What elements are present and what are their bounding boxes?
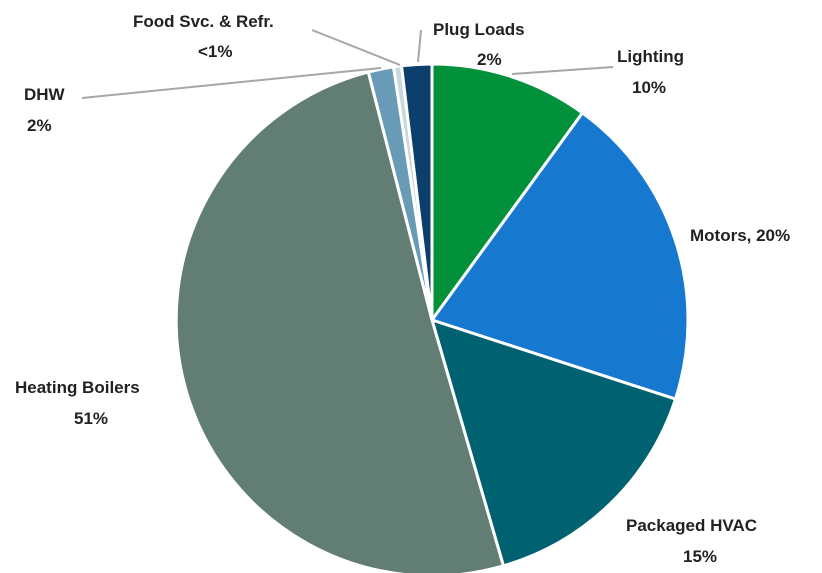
slice-motors (429, 110, 690, 402)
pie-slices (174, 62, 690, 573)
label-packaged-hvac: Packaged HVAC (626, 516, 757, 535)
label-dhw: DHW (24, 85, 66, 104)
value-label-food-svc-refr: <1% (198, 42, 233, 61)
label-plug-loads: Plug Loads (433, 20, 525, 39)
leader-line-lighting (511, 66, 614, 75)
label-heating-boilers: Heating Boilers (15, 378, 140, 397)
value-label-packaged-hvac: 15% (683, 547, 717, 566)
slice-heating-boilers (174, 70, 506, 573)
label-food-svc-refr: Food Svc. & Refr. (133, 12, 274, 31)
value-label-lighting: 10% (632, 78, 666, 97)
slice-packaged-hvac (429, 317, 678, 568)
label-lighting: Lighting (617, 47, 684, 66)
value-label-dhw: 2% (27, 116, 52, 135)
slice-lighting (430, 62, 585, 325)
label-motors: Motors, 20% (690, 226, 790, 245)
leader-line-plug-loads (417, 29, 422, 63)
leader-line-dhw (81, 67, 382, 99)
value-label-plug-loads: 2% (477, 50, 502, 69)
slice-labels: Plug Loads 2% Lighting 10% Motors, 20% P… (15, 12, 790, 566)
slice-plug-loads (399, 62, 434, 321)
leader-line-food-svc-refr (311, 29, 401, 66)
value-label-heating-boilers: 51% (74, 409, 108, 428)
leader-lines (81, 29, 614, 99)
